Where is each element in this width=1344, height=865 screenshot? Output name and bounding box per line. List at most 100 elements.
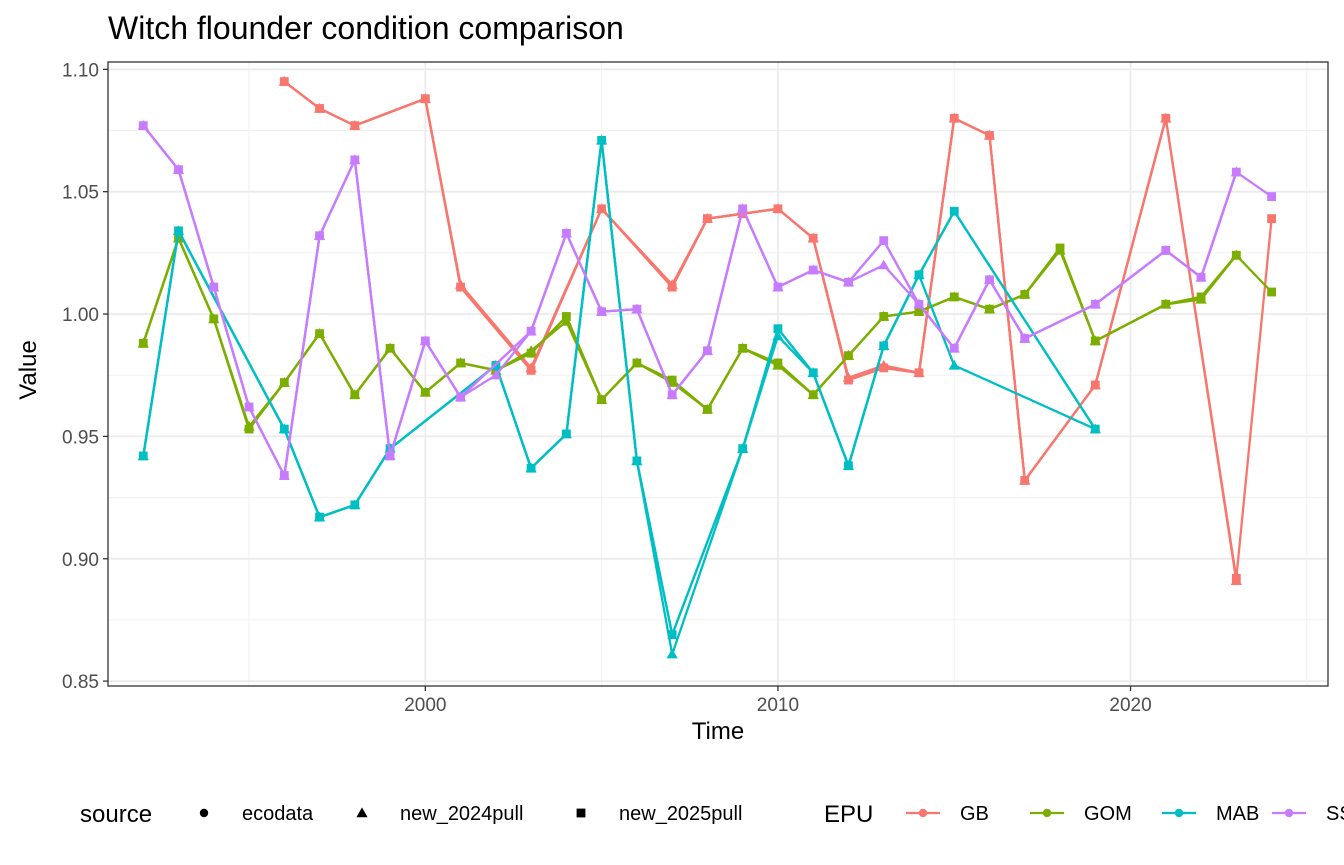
y-tick-label: 0.85: [62, 672, 99, 693]
data-point-square: [1267, 287, 1276, 297]
data-point-square: [1231, 167, 1241, 177]
data-point-square: [209, 314, 219, 324]
data-point-square: [1231, 250, 1241, 260]
y-tick-label: 0.95: [62, 427, 99, 448]
color-legend-title: EPU: [824, 801, 873, 828]
data-point-square: [209, 282, 219, 292]
data-point-square: [844, 375, 853, 385]
data-point-square: [738, 209, 748, 219]
data-point-square: [456, 282, 466, 292]
legend-key-square: [576, 808, 586, 818]
data-point-triangle: [878, 259, 890, 270]
y-axis-title: Value: [15, 340, 42, 400]
data-point-square: [985, 131, 994, 140]
data-point-square: [315, 104, 324, 113]
data-point-square: [914, 368, 924, 378]
data-point-square: [1020, 334, 1030, 343]
legend-label-epu: SS: [1326, 803, 1344, 825]
legend-key-point: [1174, 808, 1184, 818]
data-point-triangle: [948, 359, 960, 370]
data-point-square: [526, 463, 536, 473]
data-point-square: [773, 324, 783, 334]
data-point-square: [1090, 380, 1100, 390]
data-point-square: [315, 512, 324, 522]
legend-label-source: new_2024pull: [400, 803, 523, 825]
series-gom-new-2025pull: [138, 233, 1276, 434]
data-point-square: [879, 236, 889, 246]
data-point-square: [738, 343, 748, 353]
x-axis-title: Time: [692, 718, 744, 745]
series-mab-new-2025pull: [138, 135, 1100, 640]
data-point-square: [632, 358, 642, 368]
data-point-square: [773, 282, 783, 292]
data-point-square: [420, 336, 430, 346]
data-point-square: [738, 204, 748, 214]
legend-key-point: [1042, 808, 1052, 818]
data-point-square: [667, 375, 677, 385]
data-point-square: [808, 265, 818, 275]
data-point-square: [138, 451, 148, 461]
data-point-square: [597, 135, 607, 145]
data-point-square: [561, 228, 571, 238]
data-point-square: [174, 226, 183, 236]
data-point-square: [279, 77, 289, 86]
data-point-square: [879, 363, 889, 373]
legend-key-triangle: [356, 807, 368, 818]
data-point-square: [138, 121, 148, 131]
shape-legend-title: source: [80, 801, 152, 828]
series-line: [142, 237, 1273, 431]
data-point-square: [808, 368, 818, 378]
x-tick-label: 2000: [404, 695, 446, 716]
data-point-square: [526, 365, 536, 375]
data-point-square: [456, 392, 466, 402]
data-point-square: [914, 270, 924, 280]
legend-label-epu: GOM: [1084, 803, 1132, 825]
legend-key-point: [1284, 808, 1294, 818]
data-point-square: [244, 424, 254, 434]
data-point-square: [667, 390, 677, 400]
data-point-square: [561, 312, 571, 321]
data-point-square: [350, 155, 360, 165]
data-point-square: [526, 348, 536, 358]
series-line: [283, 80, 1273, 580]
data-point-square: [879, 312, 889, 321]
data-point-square: [315, 329, 324, 339]
data-point-square: [914, 307, 924, 316]
data-point-square: [632, 456, 642, 466]
data-point-square: [808, 233, 818, 243]
data-point-square: [1090, 299, 1100, 309]
data-point-square: [420, 387, 430, 397]
data-point-square: [244, 402, 254, 412]
data-point-square: [738, 444, 748, 454]
legend-key-circle: [199, 808, 209, 818]
data-point-square: [1196, 272, 1206, 282]
legend-key-point: [918, 808, 928, 818]
data-point-square: [703, 214, 712, 224]
data-point-square: [667, 630, 677, 640]
series-line: [142, 139, 1097, 636]
data-point-square: [914, 299, 924, 309]
data-point-square: [1090, 424, 1100, 434]
data-point-square: [1090, 336, 1100, 346]
series-gb-new-2025pull: [279, 77, 1276, 583]
plot-panel-border: [107, 61, 1329, 687]
data-point-square: [985, 304, 994, 314]
data-point-square: [808, 390, 818, 400]
legend-label-epu: GB: [960, 803, 989, 825]
data-point-square: [279, 424, 289, 434]
data-point-square: [985, 275, 994, 285]
data-point-square: [703, 405, 712, 414]
data-point-square: [279, 471, 289, 480]
data-point-square: [597, 395, 607, 405]
data-point-square: [667, 282, 677, 292]
legend-label-source: ecodata: [242, 803, 314, 825]
data-point-square: [597, 307, 607, 316]
data-point-square: [949, 343, 959, 353]
data-point-square: [1161, 246, 1171, 255]
legend-label-source: new_2025pull: [619, 803, 742, 825]
data-point-square: [456, 358, 466, 368]
data-point-square: [844, 461, 853, 471]
data-point-square: [174, 165, 183, 175]
legend-label-epu: MAB: [1216, 803, 1259, 825]
